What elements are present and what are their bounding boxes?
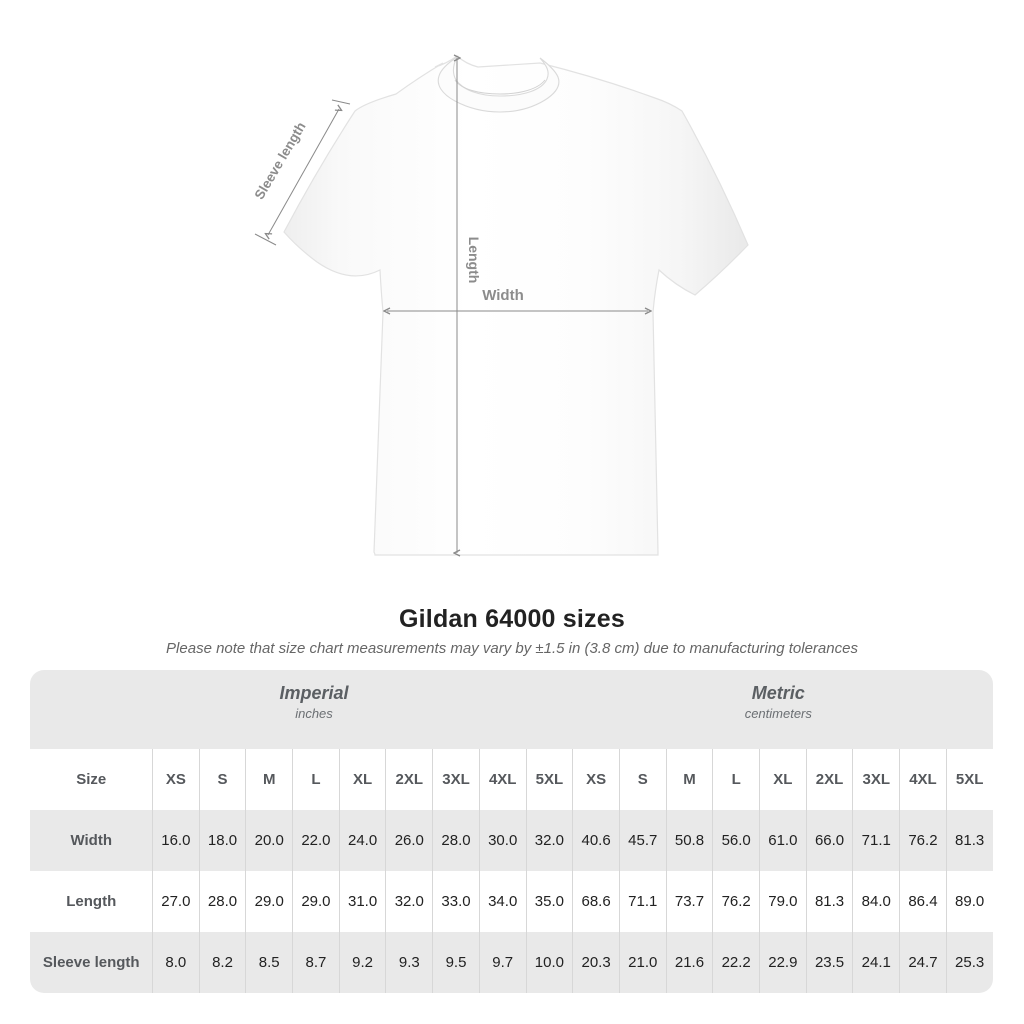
svg-text:Length: Length bbox=[466, 237, 482, 284]
svg-text:Sleeve length: Sleeve length bbox=[252, 119, 309, 202]
svg-text:Width: Width bbox=[482, 287, 524, 304]
